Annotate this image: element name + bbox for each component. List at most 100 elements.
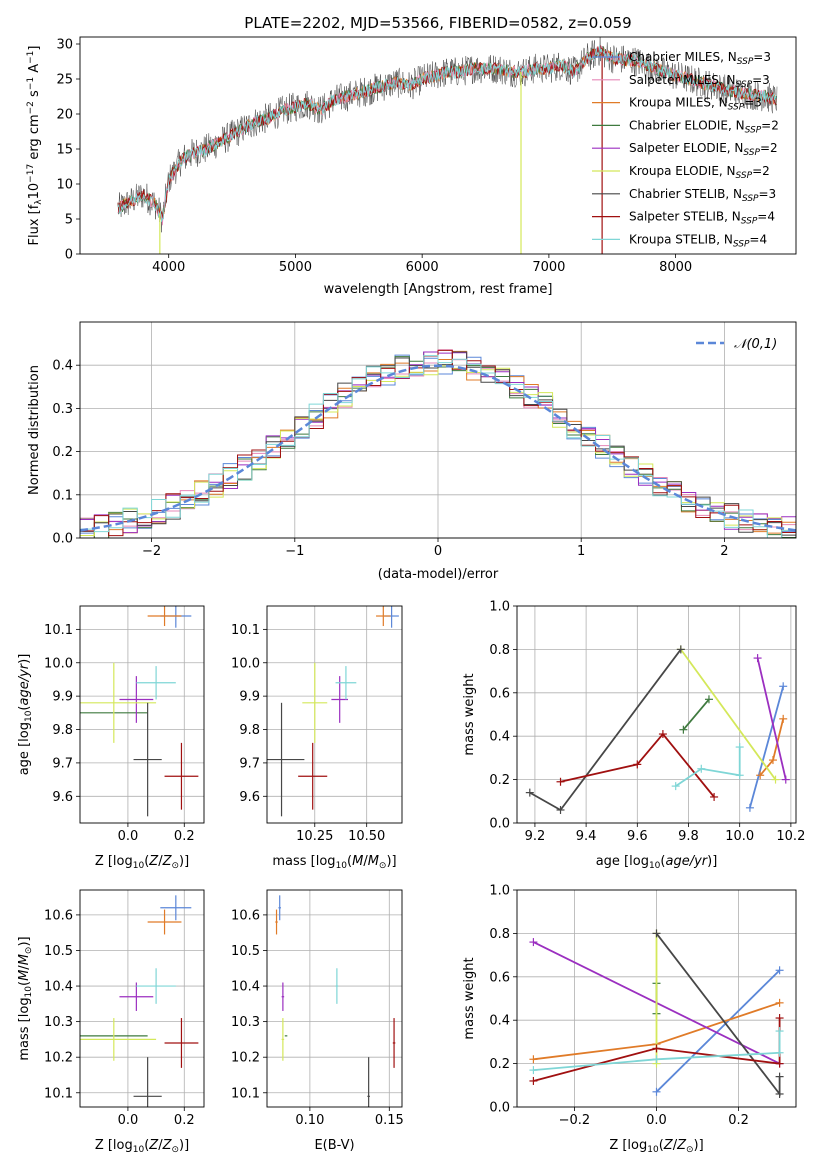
y-tick-label: 10.1 xyxy=(44,623,73,638)
x-tick-label: 7000 xyxy=(532,260,565,275)
legend-label: Kroupa ELODIE, NSSP=2 xyxy=(629,164,770,181)
x-tick-label: 0.0 xyxy=(118,829,139,844)
axes-frame xyxy=(79,36,797,255)
y-tick-label: 30 xyxy=(56,38,73,53)
age-vs-z-panel: 0.0 0.2 9.6 9.7 9.8 9.9 10.0 10.1 Z [log10(Z/Z⊙)… xyxy=(17,605,205,871)
y-tick-label: 10.1 xyxy=(44,1086,73,1101)
y-tick-label: 10 xyxy=(56,178,73,193)
normal-curve xyxy=(79,364,797,532)
x-axis-label: Z [log10(Z/Z⊙)] xyxy=(95,854,189,871)
y-tick-label: 9.6 xyxy=(239,790,260,805)
legend-label: Salpeter MILES, NSSP=3 xyxy=(629,73,770,90)
x-tick-label: 4000 xyxy=(152,260,185,275)
axes-frame xyxy=(79,321,797,539)
histogram-cyan xyxy=(80,355,796,538)
weight-line-blue xyxy=(655,969,781,1093)
age-vs-mass-panel: 10.25 10.50 9.6 9.7 9.8 9.9 10.0 10.1 mass [log1… xyxy=(231,605,403,871)
x-axis-label: age [log10(age/yr)] xyxy=(596,854,718,871)
y-tick-label: 0.0 xyxy=(489,817,510,832)
legend-label: Chabrier ELODIE, NSSP=2 xyxy=(629,118,779,135)
axes-frame xyxy=(266,605,403,824)
y-tick-label: 9.7 xyxy=(239,756,260,771)
y-tick-label: 9.9 xyxy=(239,690,260,705)
x-axis-label: Z [log10(Z/Z⊙)] xyxy=(95,1138,189,1155)
y-tick-label: 5 xyxy=(65,213,73,228)
y-tick-label: 9.8 xyxy=(239,723,260,738)
x-tick-label: 10.25 xyxy=(296,829,333,844)
x-axis-label: Z [log10(Z/Z⊙)] xyxy=(609,1138,703,1155)
legend-label: Salpeter STELIB, NSSP=4 xyxy=(629,210,775,227)
y-tick-label: 0.2 xyxy=(52,445,73,460)
y-tick-label: 0.2 xyxy=(489,773,510,788)
x-tick-label: 10.2 xyxy=(776,829,805,844)
y-tick-label: 10.1 xyxy=(231,1086,260,1101)
weight-vs-z-panel: −0.2 0.0 0.2 0.0 0.2 0.4 0.6 0.8 1.0 Z [log10(Z/Z… xyxy=(462,884,797,1155)
y-tick-label: 9.9 xyxy=(52,690,73,705)
y-tick-label: 9.6 xyxy=(52,790,73,805)
y-tick-label: 10.4 xyxy=(44,980,73,995)
y-tick-label: 0.0 xyxy=(52,532,73,547)
x-tick-label: 0 xyxy=(434,544,442,559)
y-tick-label: 0.1 xyxy=(52,488,73,503)
axes-frame xyxy=(516,889,797,1108)
mass-vs-z-panel: 0.0 0.2 10.1 10.2 10.3 10.4 10.5 10.6 Z [log10(Z… xyxy=(17,889,205,1155)
y-axis-label: Normed distribution xyxy=(27,365,42,495)
weight-line-gray xyxy=(655,932,781,1097)
y-tick-label: 10.6 xyxy=(44,908,73,923)
y-axis-label: mass weight xyxy=(462,957,477,1039)
y-tick-label: 1.0 xyxy=(489,884,510,899)
weight-line-darkgreen xyxy=(682,698,710,731)
x-axis-label: mass [log10(M/M⊙)] xyxy=(272,854,396,871)
weight-line-darkred xyxy=(560,732,715,798)
weight-vs-age-panel: 9.2 9.4 9.6 9.8 10.0 10.2 0.0 0.2 0.4 0.6 0.8 1.0 ag… xyxy=(462,600,805,872)
figure-title: PLATE=2202, MJD=53566, FIBERID=0582, z=0… xyxy=(244,14,631,32)
x-tick-label: 9.8 xyxy=(678,829,699,844)
x-tick-label: 0.15 xyxy=(375,1113,404,1128)
mass-vs-ebv-panel: 0.10 0.15 10.1 10.2 10.3 10.4 10.5 10.6 E(B-V) xyxy=(231,889,404,1153)
x-tick-label: −0.2 xyxy=(559,1113,591,1128)
x-tick-label: −2 xyxy=(142,544,161,559)
residuals-panel: −2 −1 0 1 2 0.0 0.1 0.2 0.3 0.4 𝒩(0,1) (data-model)… xyxy=(27,321,797,582)
axes-frame xyxy=(266,889,403,1108)
y-axis-label: Flux [fλ10−17 erg cm−2 s−1 A−1] xyxy=(26,46,44,246)
y-tick-label: 10.0 xyxy=(44,656,73,671)
weight-line-yellow xyxy=(680,648,777,781)
y-tick-label: 0.4 xyxy=(489,1014,510,1029)
x-tick-label: 8000 xyxy=(659,260,692,275)
y-tick-label: 9.7 xyxy=(52,756,73,771)
x-tick-label: 2 xyxy=(720,544,728,559)
spectrum-line-cyan xyxy=(117,44,777,222)
weight-line-cyan xyxy=(675,747,741,787)
y-tick-label: 10.3 xyxy=(231,1015,260,1030)
y-tick-label: 10.5 xyxy=(231,944,260,959)
y-axis-label: mass [log10(M/M⊙)] xyxy=(17,936,34,1060)
weight-line-purple xyxy=(756,657,787,780)
legend-label: Kroupa STELIB, NSSP=4 xyxy=(629,232,767,249)
weight-line-blue xyxy=(749,686,785,809)
x-tick-label: 9.4 xyxy=(576,829,597,844)
x-tick-label: 9.6 xyxy=(627,829,648,844)
axes-frame xyxy=(79,889,205,1108)
x-axis-label: (data-model)/error xyxy=(378,567,499,582)
spectrum-line-gray xyxy=(117,37,778,233)
y-axis-label: mass weight xyxy=(462,673,477,755)
y-tick-label: 1.0 xyxy=(489,600,510,615)
y-tick-label: 25 xyxy=(56,73,73,88)
x-axis-label: wavelength [Angstrom, rest frame] xyxy=(324,282,553,297)
y-tick-label: 0.8 xyxy=(489,643,510,658)
y-tick-label: 10.3 xyxy=(44,1015,73,1030)
legend-label: 𝒩(0,1) xyxy=(734,337,777,352)
y-tick-label: 9.8 xyxy=(52,723,73,738)
legend-label: Chabrier MILES, NSSP=3 xyxy=(629,50,771,67)
legend-label: Salpeter ELODIE, NSSP=2 xyxy=(629,141,778,158)
y-tick-label: 10.4 xyxy=(231,980,260,995)
y-axis-label: age [log10(age/yr)] xyxy=(17,654,34,776)
x-tick-label: 0.2 xyxy=(728,1113,749,1128)
y-tick-label: 0.8 xyxy=(489,927,510,942)
y-tick-label: 0.4 xyxy=(489,730,510,745)
axes-frame xyxy=(516,605,797,824)
x-tick-label: 0.2 xyxy=(174,1113,195,1128)
y-tick-label: 10.1 xyxy=(231,623,260,638)
x-axis-label: E(B-V) xyxy=(314,1138,354,1153)
